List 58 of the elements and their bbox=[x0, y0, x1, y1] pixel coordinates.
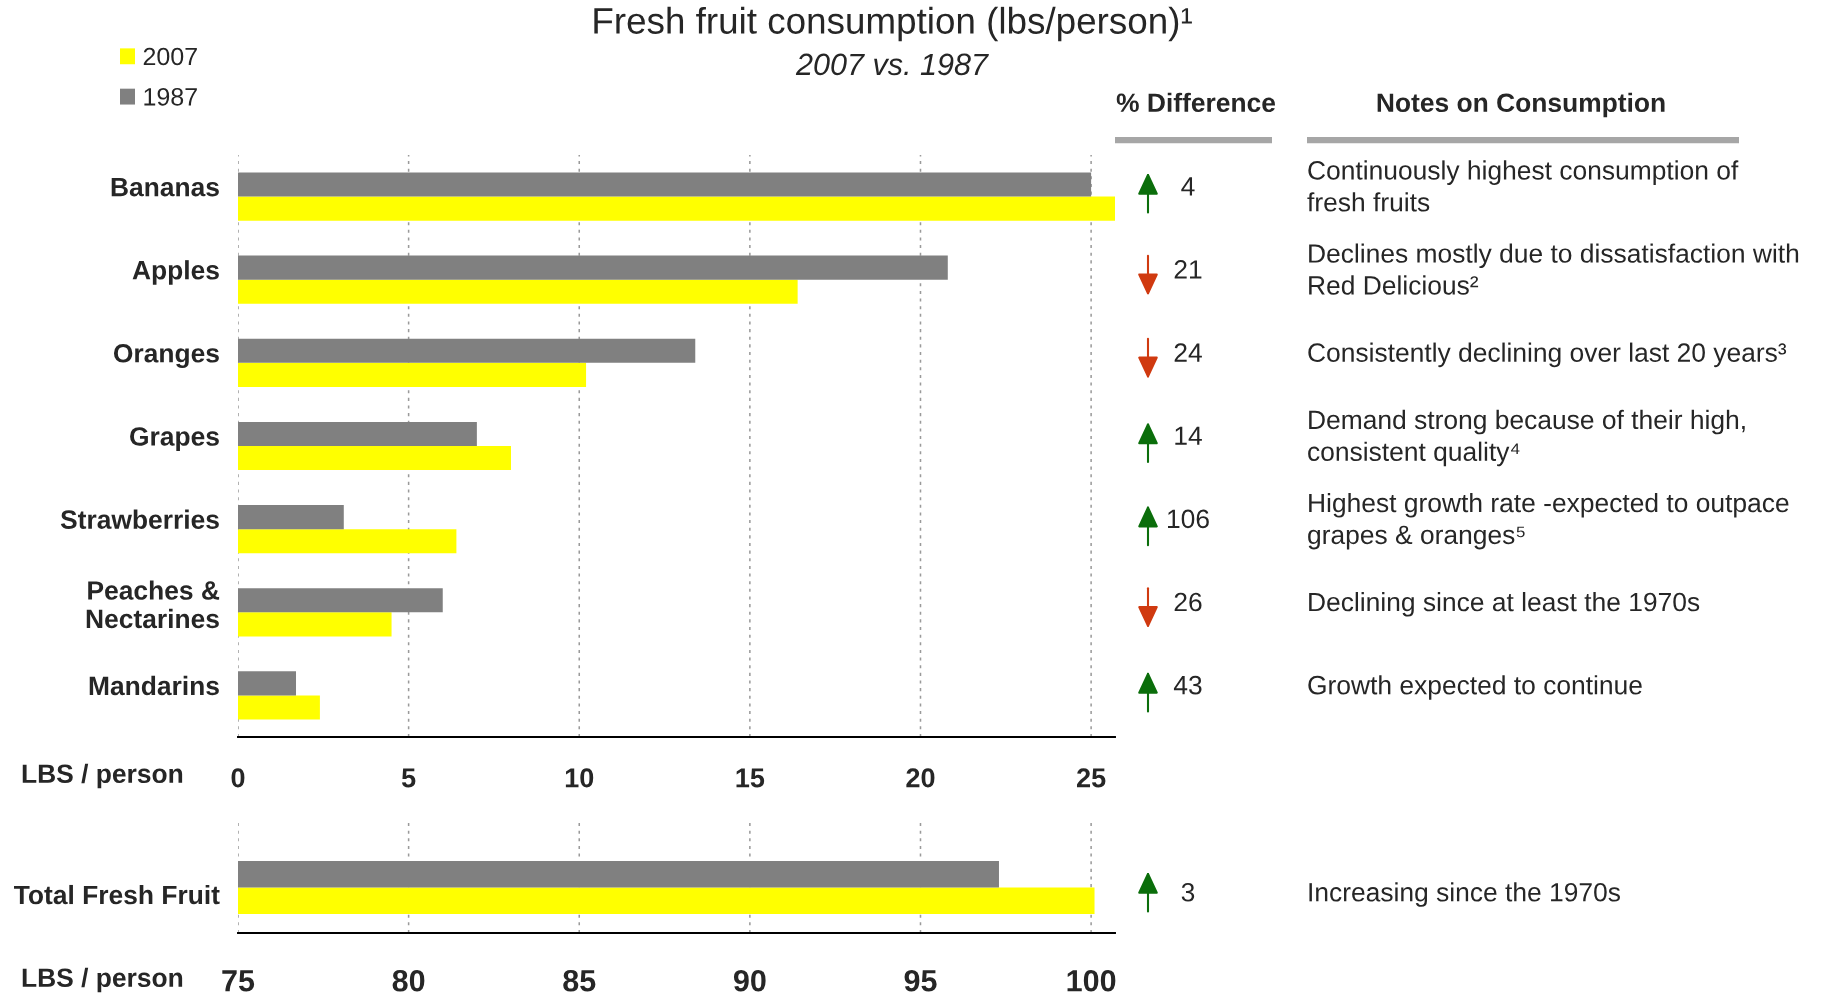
bar bbox=[238, 588, 443, 613]
x-axis-title: LBS / person bbox=[22, 763, 183, 789]
bar bbox=[238, 671, 297, 696]
text: Declining since at least the 1970s bbox=[1309, 591, 1700, 617]
text: 24 bbox=[1174, 343, 1202, 362]
text: % Difference bbox=[1116, 92, 1276, 113]
text: Consistently declining over last 20 years³ bbox=[1308, 342, 1787, 368]
x-tick-label: 0 bbox=[231, 768, 245, 788]
bar bbox=[238, 695, 320, 720]
bar bbox=[238, 196, 1115, 221]
bar bbox=[238, 279, 798, 304]
bar bbox=[238, 421, 477, 446]
y-tick-label: Bananas bbox=[111, 177, 219, 197]
y-tick-label: Oranges bbox=[113, 343, 219, 368]
text: Continuously highest consumption of fresh fruits bbox=[1307, 160, 1739, 212]
y-tick-label: Total Fresh Fruit bbox=[14, 884, 220, 905]
bar bbox=[238, 362, 587, 387]
bar bbox=[238, 172, 1092, 197]
text: 3 bbox=[1181, 882, 1195, 902]
x-tick-label: 10 bbox=[565, 768, 594, 788]
text: Growth expected to continue bbox=[1308, 675, 1642, 700]
bar bbox=[238, 338, 696, 363]
x-tick-label: 80 bbox=[392, 969, 425, 992]
text: Highest growth rate -expected to outpace grapes & oranges⁵ bbox=[1308, 492, 1789, 550]
bar bbox=[238, 255, 948, 280]
x-tick-label: 90 bbox=[733, 969, 766, 992]
y-tick-label: Peaches & Nectarines bbox=[86, 580, 220, 629]
y-tick-label: Apples bbox=[132, 260, 219, 285]
y-tick-label: Grapes bbox=[130, 427, 219, 452]
x-tick-label: 75 bbox=[222, 970, 255, 992]
legend-label: 2007 bbox=[143, 47, 197, 66]
bar bbox=[238, 529, 457, 554]
text: 43 bbox=[1173, 675, 1202, 695]
bar bbox=[238, 612, 392, 637]
text: 14 bbox=[1175, 426, 1202, 445]
x-tick-label: 15 bbox=[736, 768, 765, 788]
text: Demand strong because of their high, consistent quality⁴ bbox=[1308, 409, 1745, 467]
x-axis-title: LBS / person bbox=[22, 967, 183, 993]
text: Declines mostly due to dissatisfaction with Red Delicious² bbox=[1309, 243, 1799, 295]
x-tick-label: 5 bbox=[401, 768, 416, 788]
text: 4 bbox=[1181, 177, 1195, 196]
text: Increasing since the 1970s bbox=[1309, 882, 1620, 907]
chart-subtitle: 2007 vs. 1987 bbox=[795, 53, 989, 76]
x-tick-label: 25 bbox=[1076, 768, 1106, 788]
text: Notes on Consumption bbox=[1377, 92, 1665, 118]
text: 21 bbox=[1174, 260, 1202, 279]
text: 106 bbox=[1168, 509, 1209, 529]
bar bbox=[238, 505, 344, 530]
legend-label: 1987 bbox=[144, 87, 197, 106]
y-tick-label: Mandarins bbox=[89, 675, 219, 696]
x-tick-label: 20 bbox=[906, 768, 935, 788]
x-tick-label: 95 bbox=[904, 969, 937, 992]
chart-title: Fresh fruit consumption (lbs/person)¹ bbox=[594, 6, 1192, 42]
x-tick-label: 100 bbox=[1067, 969, 1116, 992]
text: 26 bbox=[1174, 592, 1202, 612]
bar bbox=[238, 446, 511, 471]
x-tick-label: 85 bbox=[563, 969, 596, 992]
y-tick-label: Strawberries bbox=[60, 509, 219, 529]
